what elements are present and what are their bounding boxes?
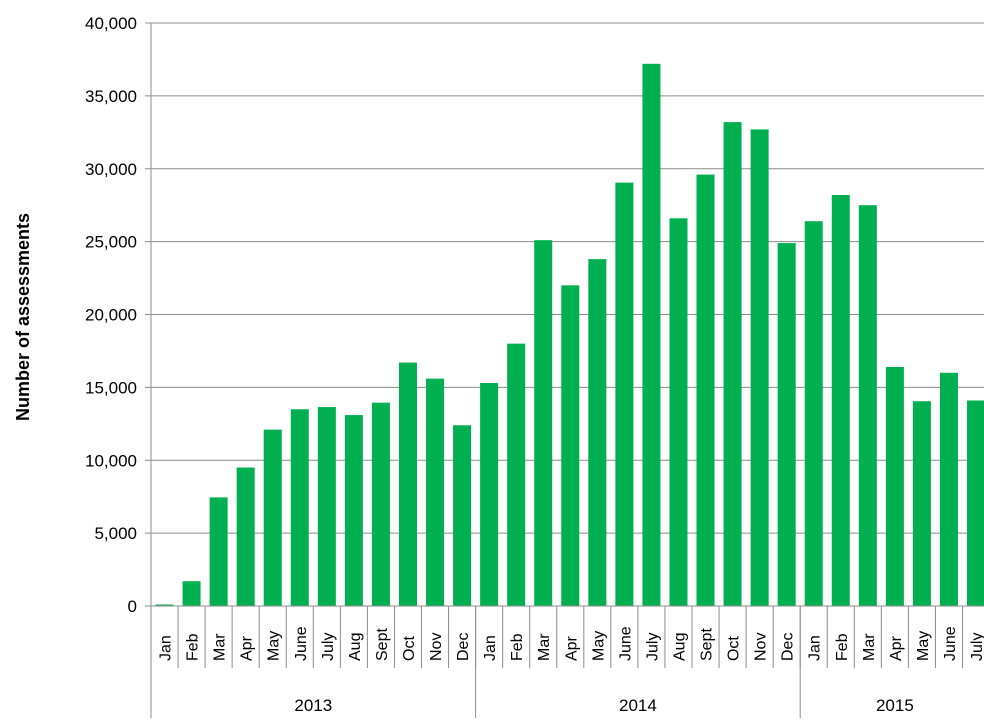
x-tick-label: Mar <box>861 633 878 661</box>
y-tick-label: 15,000 <box>85 378 137 397</box>
x-tick-label: Feb <box>834 633 851 661</box>
x-tick-label: Dec <box>780 633 797 661</box>
bar <box>372 403 390 606</box>
y-tick-label: 25,000 <box>85 233 137 252</box>
bar <box>507 344 525 606</box>
year-label: 2014 <box>619 696 657 715</box>
y-tick-label: 10,000 <box>85 451 137 470</box>
bar <box>345 415 363 606</box>
x-tick-label: Oct <box>726 636 743 661</box>
bar <box>805 221 823 606</box>
year-label: 2015 <box>876 696 914 715</box>
bar <box>264 430 282 606</box>
bar <box>237 468 255 606</box>
bar <box>967 400 984 606</box>
x-tick-label: May <box>915 631 932 661</box>
bar <box>697 175 715 606</box>
x-tick-labels: Jan Feb Mar Apr May June July Aug Sept Oct Nov Dec J… <box>158 626 984 661</box>
x-tick-label: Aug <box>671 633 688 661</box>
bar <box>642 64 660 606</box>
bar <box>318 407 336 606</box>
y-tick-label: 35,000 <box>85 87 137 106</box>
x-tick-label: June <box>617 626 634 661</box>
x-tick-label: Apr <box>888 635 905 661</box>
x-tick-label: June <box>942 626 959 661</box>
bar <box>751 129 769 606</box>
y-tick-label: 20,000 <box>85 306 137 325</box>
x-tick-label: Apr <box>239 635 256 661</box>
bar <box>453 425 471 606</box>
x-tick-label: Mar <box>536 633 553 661</box>
bar <box>940 373 958 606</box>
y-tick-labels: 0 5,000 10,000 15,000 20,000 25,000 30,000 35,0… <box>85 14 137 616</box>
x-tick-label: Sept <box>699 628 716 661</box>
x-tick-label: Jan <box>158 635 175 661</box>
x-tick-label: May <box>590 631 607 661</box>
bar <box>859 205 877 606</box>
year-label: 2013 <box>294 696 332 715</box>
year-group-labels: 2013 2014 2015 <box>294 696 913 715</box>
y-tick-label: 5,000 <box>94 524 137 543</box>
y-axis-label: Number of assessments <box>13 213 33 421</box>
x-tick-label: Apr <box>563 635 580 661</box>
bar <box>291 409 309 606</box>
bar <box>534 240 552 606</box>
x-tick-label: July <box>644 633 661 661</box>
x-tick-label: July <box>969 633 984 661</box>
bar <box>778 243 796 606</box>
bars <box>156 64 984 606</box>
bar <box>615 183 633 606</box>
x-tick-label: Sept <box>374 628 391 661</box>
bar <box>724 122 742 606</box>
x-tick-label: Nov <box>428 633 445 661</box>
x-tick-label: June <box>293 626 310 661</box>
bar <box>210 497 228 606</box>
y-tick-label: 0 <box>128 597 137 616</box>
bar <box>886 367 904 606</box>
x-tick-label: Jan <box>807 635 824 661</box>
x-tick-label: Dec <box>455 633 472 661</box>
bar <box>183 581 201 606</box>
x-tick-label: Feb <box>185 633 202 661</box>
bar <box>913 401 931 606</box>
x-tick-label: Aug <box>347 633 364 661</box>
x-tick-label: May <box>266 631 283 661</box>
x-tick-label: July <box>320 633 337 661</box>
x-tick-label: Feb <box>509 633 526 661</box>
x-tick-label: Jan <box>482 635 499 661</box>
y-tick-label: 40,000 <box>85 14 137 33</box>
bar <box>561 285 579 606</box>
bar <box>669 218 687 606</box>
x-tick-label: Nov <box>753 633 770 661</box>
x-tick-label: Mar <box>212 633 229 661</box>
bar <box>426 379 444 606</box>
bar <box>399 363 417 606</box>
x-tick-label: Oct <box>401 636 418 661</box>
bar <box>480 383 498 606</box>
bar <box>832 195 850 606</box>
y-tick-label: 30,000 <box>85 160 137 179</box>
bar <box>588 259 606 606</box>
